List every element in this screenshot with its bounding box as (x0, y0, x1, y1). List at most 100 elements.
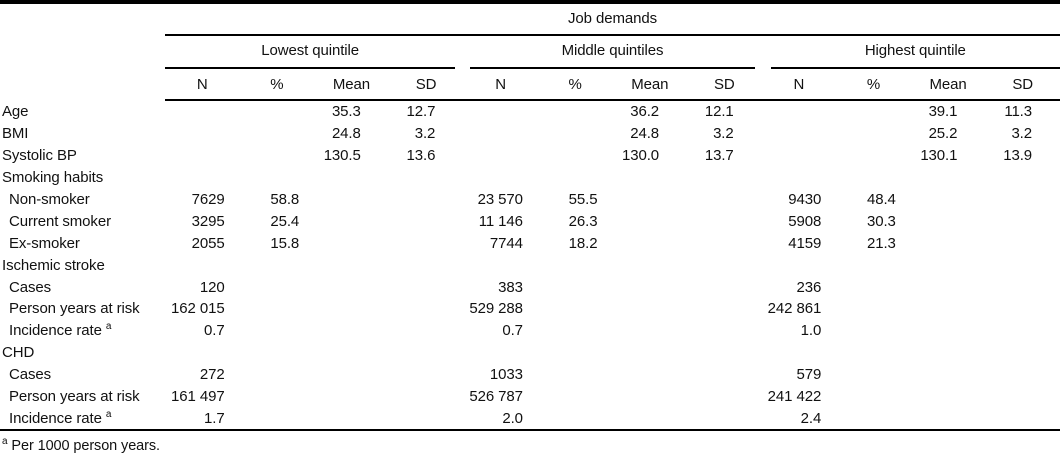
table-cell (911, 254, 986, 276)
table-cell (240, 123, 315, 145)
table-cell: 3.2 (414, 125, 436, 143)
table-row: Non-smoker 7629 58.8 23 570 55.5 9430 48.4 (0, 189, 1060, 211)
row-label: Person years at risk (9, 388, 140, 406)
table-cell: 526 787 (469, 388, 523, 406)
table-title: Job demands (165, 4, 1060, 36)
table-cell (612, 210, 687, 232)
table-cell (314, 254, 389, 276)
table-cell: 13.7 (704, 147, 734, 165)
table-cell (911, 232, 986, 254)
table-cell (687, 254, 762, 276)
col-header-sd-middle: SD (687, 69, 762, 101)
table-cell: 236 (796, 278, 822, 296)
table-cell (240, 364, 315, 386)
row-label: Incidence rate a (0, 407, 165, 432)
table-cell (836, 123, 911, 145)
table-cell (538, 298, 613, 320)
table-cell: 11 146 (478, 212, 523, 230)
table-cell (612, 342, 687, 364)
table-cell (165, 100, 240, 123)
table-cell (240, 145, 315, 167)
table-cell: 272 (199, 366, 225, 384)
table-cell (836, 145, 911, 167)
table-cell (911, 210, 986, 232)
table-cell (314, 342, 389, 364)
table-row: Current smoker 3295 25.4 11 146 26.3 5908 30.3 (0, 210, 1060, 232)
table-row: Person years at risk 162 015 529 288 242 86… (0, 298, 1060, 320)
table-cell (612, 386, 687, 408)
table-cell: 24.8 (331, 125, 361, 143)
table-cell (762, 145, 837, 167)
table-row: Smoking habits (0, 167, 1060, 189)
table-cell (687, 407, 762, 432)
table-cell (165, 342, 240, 364)
table-cell (239, 407, 315, 432)
group-header-middle: Middle quintiles (470, 36, 755, 69)
table-cell (985, 254, 1060, 276)
table-cell: 2.4 (761, 407, 837, 432)
table-cell (389, 254, 464, 276)
table-cell (389, 276, 464, 298)
table-cell: 161 497 (171, 388, 225, 406)
table-cell (762, 254, 837, 276)
table-cell (463, 254, 538, 276)
table-cell: 11.3 (1004, 103, 1032, 121)
table-cell (911, 386, 986, 408)
table-cell (538, 123, 613, 145)
table-cell: 9430 (788, 191, 822, 208)
table-cell (985, 320, 1060, 342)
table-cell: 130.1 (920, 147, 958, 165)
table-cell (836, 386, 911, 408)
table-cell (911, 342, 986, 364)
row-label: Cases (9, 278, 52, 296)
title-row: Job demands (0, 4, 1060, 36)
table-cell (687, 342, 762, 364)
table-cell (687, 210, 762, 232)
table-row: Ex-smoker 2055 15.8 7744 18.2 4159 21.3 (0, 232, 1060, 254)
table-cell: 3.2 (1011, 125, 1032, 143)
table-cell (389, 364, 464, 386)
table-cell (314, 364, 389, 386)
row-label: Non-smoker (9, 191, 90, 208)
table-cell: 162 015 (171, 300, 225, 318)
table-cell (911, 320, 986, 342)
table-cell (314, 167, 389, 189)
table-cell (612, 254, 687, 276)
table-cell (389, 189, 464, 211)
table-row: Ischemic stroke (0, 254, 1060, 276)
table-cell (836, 276, 911, 298)
table-cell: 2.0 (463, 407, 538, 432)
table-cell: 579 (796, 366, 822, 384)
col-header-mean-middle: Mean (612, 69, 688, 101)
table-cell (836, 167, 911, 189)
table-footnote: a Per 1000 person years. (0, 437, 1060, 454)
table-cell (165, 254, 240, 276)
table-cell (836, 320, 911, 342)
table-cell (165, 167, 240, 189)
table-cell (463, 100, 538, 123)
table-cell: 35.3 (331, 103, 361, 121)
row-label: CHD (2, 344, 35, 362)
col-header-mean-lowest: Mean (314, 69, 389, 101)
row-label: Current smoker (9, 212, 111, 230)
table-cell (314, 189, 389, 211)
table-cell (240, 320, 315, 342)
table-cell: 26.3 (568, 212, 598, 230)
table-cell: 0.7 (204, 322, 225, 340)
table-cell: 55.5 (568, 191, 598, 208)
table-cell: 12.1 (704, 103, 734, 121)
table-cell (612, 189, 687, 211)
table-cell (537, 407, 613, 432)
table-cell: 3.2 (713, 125, 734, 143)
table-cell: 241 422 (767, 388, 822, 406)
table-cell: 21.3 (866, 234, 896, 252)
table-cell: 24.8 (630, 125, 660, 143)
table-cell: 2055 (191, 234, 225, 252)
table-body: Age 35.3 12.7 36.2 12.1 39.1 11.3 BMI 24.8 3.2 24.… (0, 100, 1060, 432)
table-cell (687, 386, 762, 408)
table-cell (836, 254, 911, 276)
table-cell (985, 167, 1060, 189)
table-cell (836, 407, 911, 432)
table-cell (463, 342, 538, 364)
table-cell (240, 386, 315, 408)
